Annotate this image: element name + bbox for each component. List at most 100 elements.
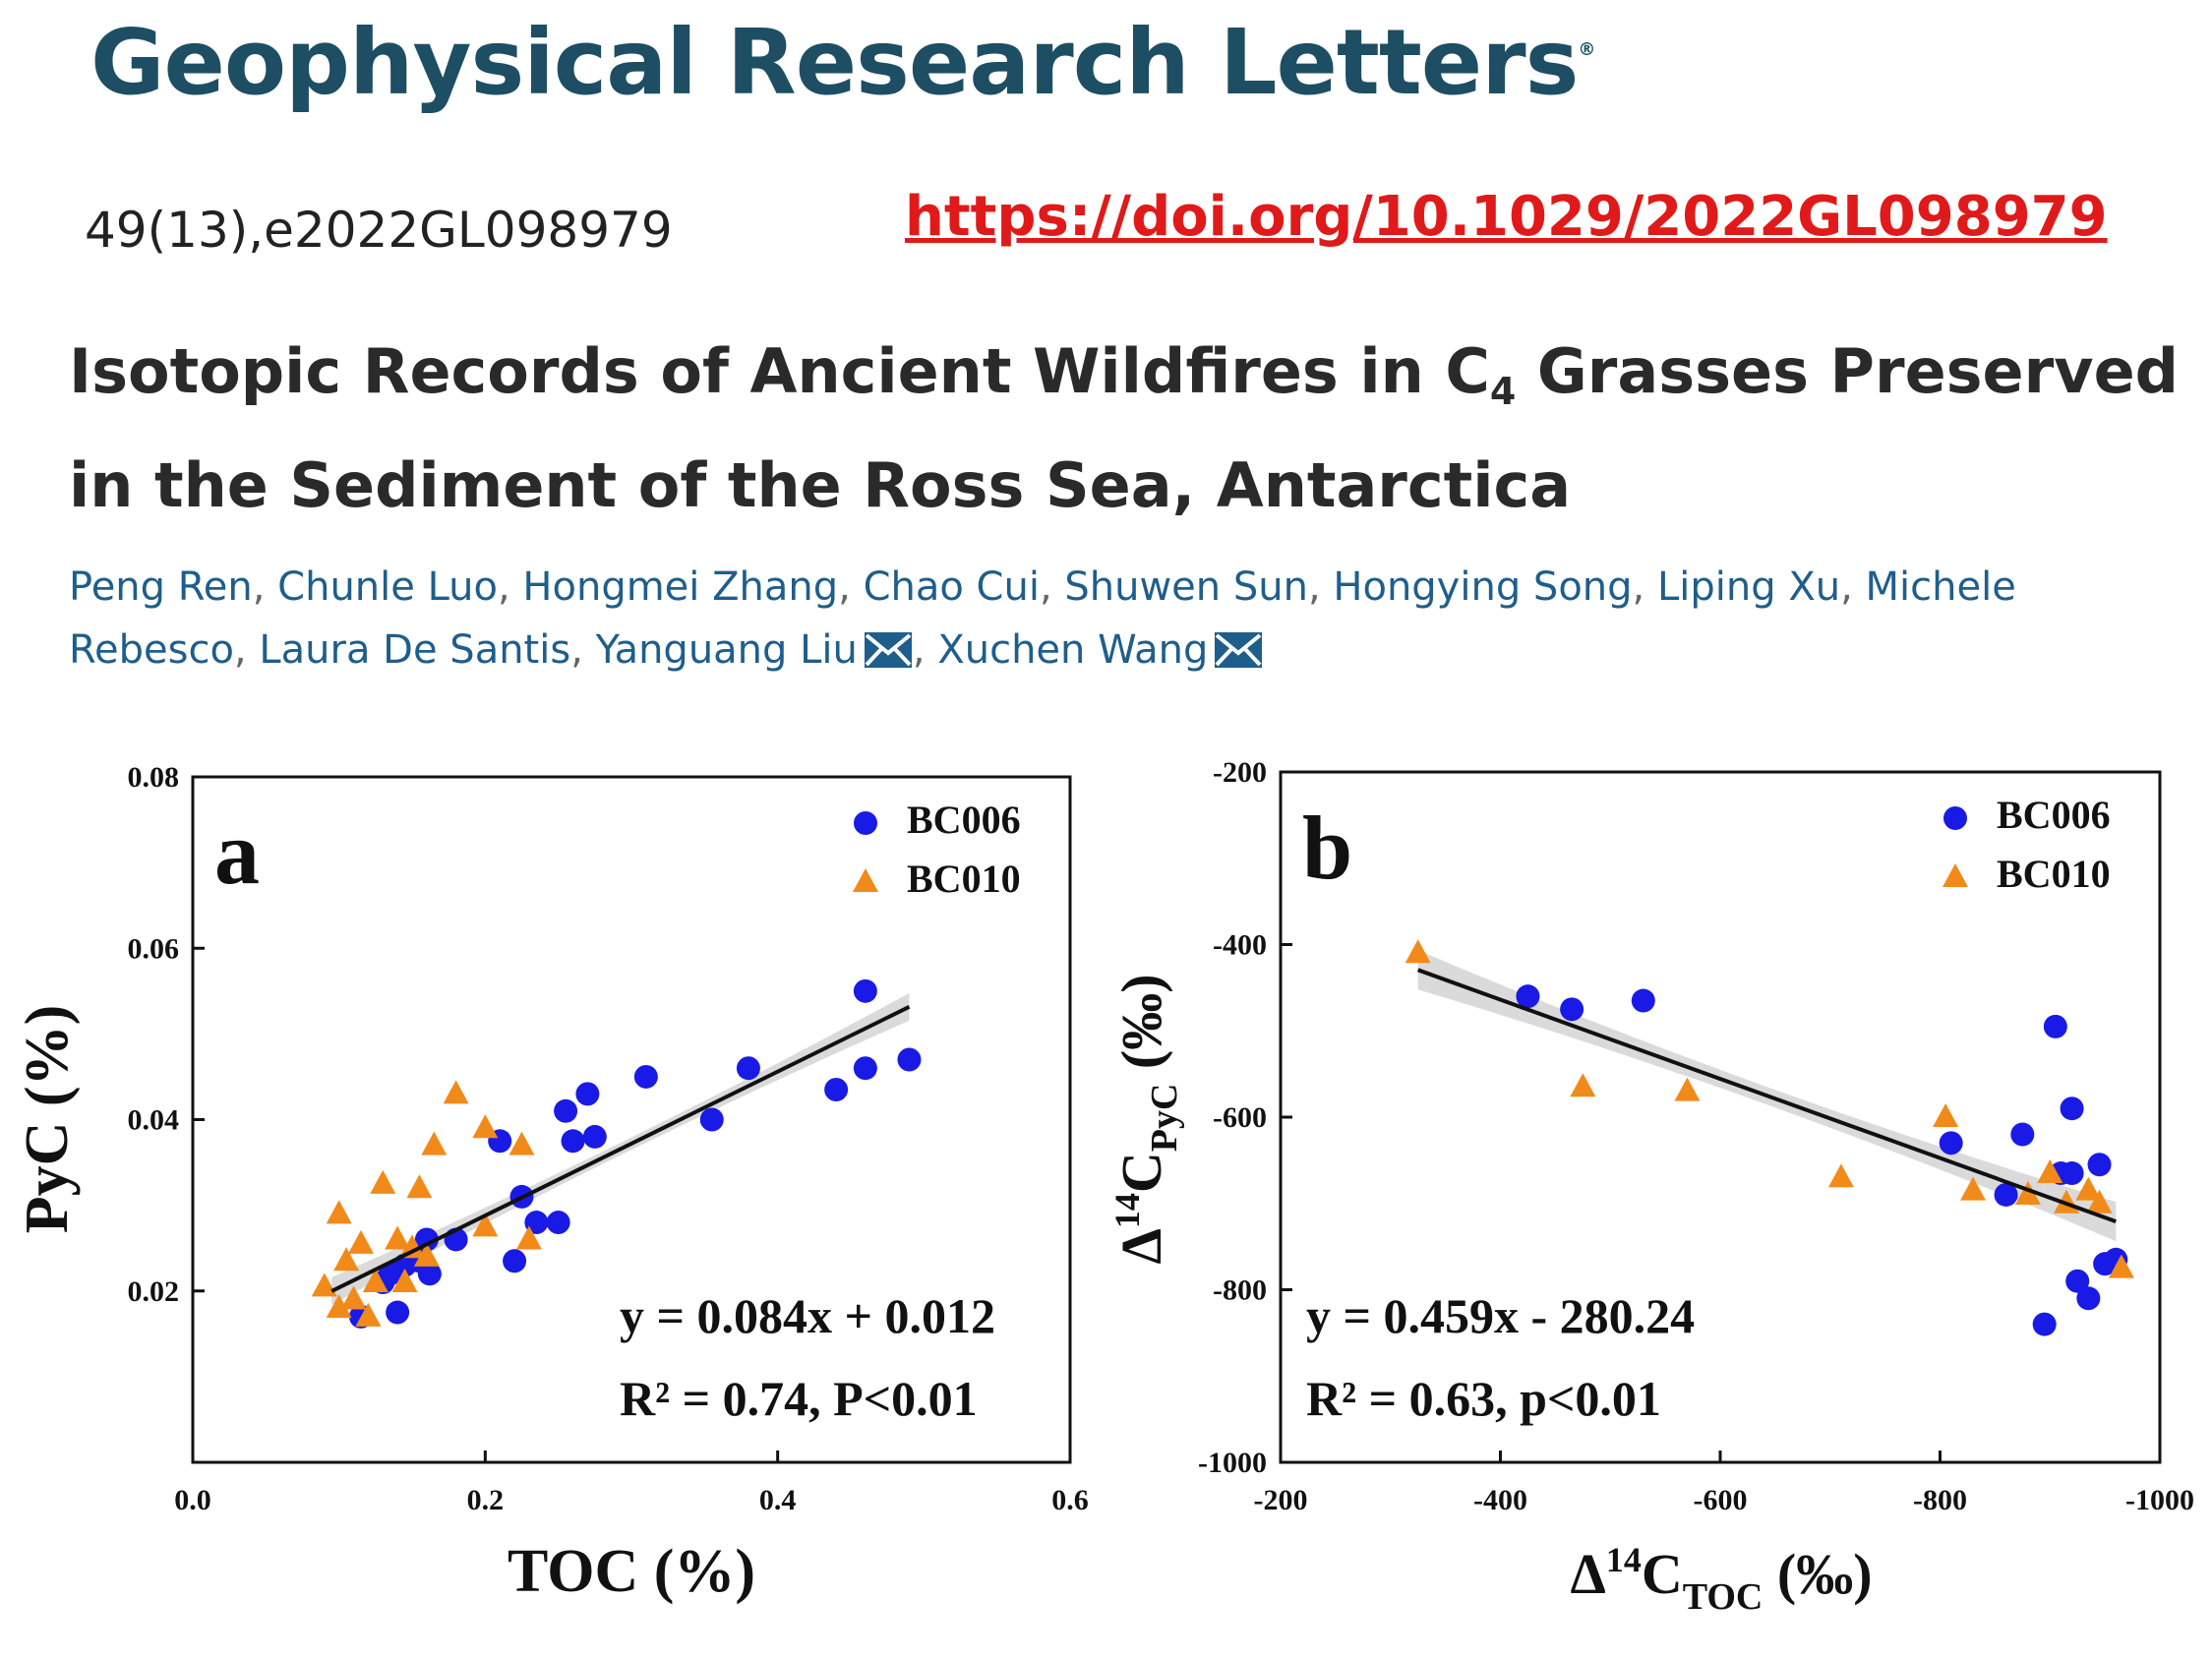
data-point-bc010 [370,1169,396,1194]
data-point-bc010 [385,1225,411,1250]
data-point-bc010 [2014,1180,2041,1205]
author-link[interactable]: Hongying Song [1333,564,1633,610]
author-link[interactable]: Hongmei Zhang [522,564,839,610]
author-link[interactable]: Peng Ren [69,564,253,610]
data-point-bc010 [2108,1254,2134,1278]
data-point-bc010 [1674,1077,1701,1101]
data-point-bc010 [399,1234,425,1259]
data-point-bc006 [561,1129,585,1154]
data-point-bc006 [582,1124,607,1149]
author-link[interactable]: Xuchen Wang [937,627,1209,673]
data-point-bc010 [2086,1189,2113,1214]
data-point-bc006 [853,1056,877,1081]
data-point-bc010 [347,1229,374,1254]
legend-marker-bc010 [853,868,878,892]
data-point-bc006 [386,1300,410,1325]
y-tick-label: -600 [1213,1101,1267,1134]
y-tick-label: -200 [1213,756,1267,789]
data-point-bc010 [472,1114,499,1139]
data-point-bc006 [524,1211,549,1235]
data-point-bc006 [554,1098,578,1123]
data-point-bc010 [391,1269,418,1293]
doi-link[interactable]: https://doi.org/10.1029/2022GL098979 [905,185,2108,249]
y-axis-label: PyC (%) [14,1005,81,1233]
legend-marker-bc006 [854,811,877,835]
data-point-bc010 [1933,1103,1959,1127]
data-point-bc010 [326,1200,352,1224]
data-point-bc010 [443,1080,469,1104]
y-tick-label: 0.04 [128,1104,180,1137]
data-point-bc010 [413,1242,440,1267]
data-point-bc010 [340,1285,367,1310]
data-point-bc010 [508,1131,535,1155]
y-tick-label: 0.06 [128,932,180,965]
x-tick-label: 0.4 [759,1484,797,1516]
data-point-bc006 [2043,1014,2067,1038]
author-link[interactable]: Chao Cui [863,564,1040,610]
fit-line [330,1005,911,1293]
data-point-bc010 [326,1294,352,1319]
x-tick-label: -1000 [2125,1484,2194,1516]
author-link[interactable]: Liping Xu [1656,564,1841,610]
envelope-icon[interactable] [864,631,913,669]
data-point-bc010 [1570,1073,1596,1097]
data-point-bc006 [1631,988,1655,1013]
author-link[interactable]: Shuwen Sun [1064,564,1308,610]
legend-marker-bc010 [1943,863,1968,887]
legend-label: BC006 [907,798,1021,842]
data-point-bc010 [472,1213,499,1237]
author-separator: , [1039,564,1065,610]
x-tick-label: -600 [1694,1484,1748,1516]
regression-stats: R² = 0.63, p<0.01 [1306,1371,1661,1426]
data-point-bc006 [1939,1131,1963,1155]
data-point-bc010 [406,1174,433,1199]
chart-panel-b: -200 -400 -600 -800 -1000 -200 -400 -600 -800 -10… [1107,756,2194,1618]
legend-label: BC010 [907,857,1021,901]
author-separator: , [233,627,260,673]
data-point-bc006 [2076,1286,2101,1311]
author-separator: , [1840,564,1866,610]
author-separator: , [570,627,596,673]
data-point-bc010 [2075,1176,2102,1201]
data-point-bc006 [633,1064,658,1089]
author-link[interactable]: Yanguang Liu [595,627,858,673]
title-part-2: Grasses Preserved in the Sediment of the… [69,335,2180,521]
author-link[interactable]: Laura De Santis [259,627,571,673]
data-point-bc010 [1405,939,1431,964]
data-point-bc010 [2037,1159,2063,1184]
data-point-bc006 [699,1107,724,1132]
data-point-bc010 [355,1302,382,1327]
y-tick-label: 0.08 [128,761,180,794]
author-separator: , [497,564,523,610]
legend-marker-bc006 [1943,806,1967,830]
data-point-bc010 [515,1225,542,1250]
data-point-bc010 [311,1273,337,1297]
data-point-bc006 [575,1082,600,1106]
author-separator: , [1307,564,1334,610]
x-axis-label: Δ14CTOC (‰) [1570,1540,1872,1618]
y-tick-label: -400 [1213,929,1267,962]
envelope-icon[interactable] [1214,631,1263,669]
legend-label: BC006 [1997,793,2111,837]
author-link[interactable]: Chunle Luo [277,564,498,610]
data-point-bc010 [362,1269,389,1293]
panel-label: b [1302,798,1352,898]
data-point-bc010 [1960,1176,1987,1201]
data-point-bc006 [2010,1122,2035,1147]
author-separator: , [252,564,278,610]
chart-panel-a: 0.02 0.04 0.06 0.08 0.0 0.2 0.4 0.6 a BC006 BC010 y… [14,761,1089,1605]
article-title: Isotopic Records of Ancient Wildfires in… [69,325,2193,533]
data-point-bc006 [1516,984,1540,1009]
journal-title: Geophysical Research Letters® [90,10,1595,115]
data-point-bc006 [2060,1161,2084,1186]
data-point-bc006 [897,1047,922,1072]
data-point-bc006 [824,1078,849,1102]
data-point-bc006 [853,978,877,1003]
author-separator: , [1632,564,1657,610]
regression-equation: y = 0.084x + 0.012 [620,1288,995,1343]
data-point-bc010 [333,1247,360,1272]
y-tick-label: -800 [1213,1274,1267,1307]
author-link[interactable]: Michele Rebesco [69,564,2016,673]
y-tick-label: -1000 [1198,1447,1267,1479]
data-point-bc006 [2065,1269,2090,1293]
